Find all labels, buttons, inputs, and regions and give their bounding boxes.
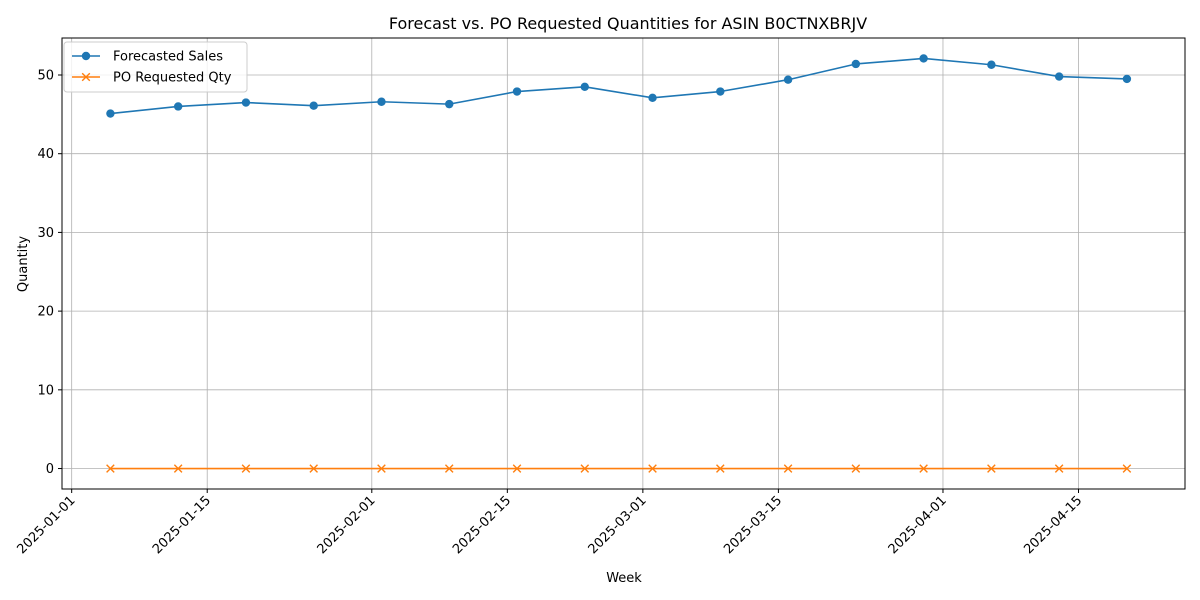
data-point — [445, 99, 454, 109]
data-point — [377, 464, 386, 473]
legend-entry: PO Requested Qty — [72, 71, 232, 86]
series-layer — [106, 54, 1132, 473]
data-point — [851, 59, 861, 69]
data-point — [987, 464, 996, 473]
data-point — [716, 464, 725, 473]
chart-title: Forecast vs. PO Requested Quantities for… — [389, 14, 867, 33]
data-point — [580, 82, 589, 91]
data-point — [106, 109, 115, 118]
data-point — [648, 93, 657, 103]
legend-box — [63, 41, 248, 93]
legend: Forecasted Sales PO Requested Qty — [63, 41, 248, 93]
y-axis-title: Quantity — [16, 236, 31, 292]
data-point — [512, 87, 522, 96]
y-tick-label: 10 — [37, 383, 54, 398]
data-point — [241, 464, 251, 473]
data-point — [716, 87, 725, 96]
legend-marker — [81, 51, 91, 61]
data-point — [241, 98, 251, 107]
legend-label: Forecasted Sales — [113, 50, 223, 65]
y-axis-ticks: 0 10 20 30 40 50 — [37, 68, 62, 477]
series-1 — [106, 54, 1132, 118]
series-2 — [106, 464, 1132, 473]
data-point — [851, 464, 861, 473]
data-point — [919, 464, 928, 473]
data-point — [783, 75, 793, 84]
data-point — [309, 101, 318, 110]
data-point — [783, 464, 793, 473]
legend-entries: Forecasted Sales PO Requested Qty — [72, 50, 232, 86]
x-axis-title: Week — [606, 571, 642, 586]
data-point — [106, 464, 115, 473]
y-tick-label: 40 — [37, 147, 54, 162]
legend-marker — [81, 72, 91, 82]
data-point — [648, 464, 657, 473]
y-tick-label: 0 — [46, 462, 54, 477]
legend-entry: Forecasted Sales — [72, 50, 223, 65]
y-tick-label: 20 — [37, 305, 54, 320]
data-point — [1054, 72, 1064, 81]
data-point — [173, 102, 183, 111]
data-point — [512, 464, 522, 473]
data-point — [919, 54, 928, 63]
plot-frame — [61, 37, 1186, 490]
y-tick-label: 30 — [37, 226, 54, 241]
series-line — [109, 57, 1128, 115]
data-point — [173, 464, 183, 473]
data-point — [580, 464, 590, 473]
legend-label: PO Requested Qty — [113, 71, 232, 86]
data-point — [444, 464, 454, 473]
y-tick-label: 50 — [37, 68, 54, 83]
data-point — [1054, 464, 1064, 473]
data-point — [1122, 74, 1132, 84]
data-point — [987, 60, 996, 69]
data-point — [1122, 464, 1132, 473]
data-point — [377, 97, 386, 106]
data-point — [309, 464, 319, 473]
